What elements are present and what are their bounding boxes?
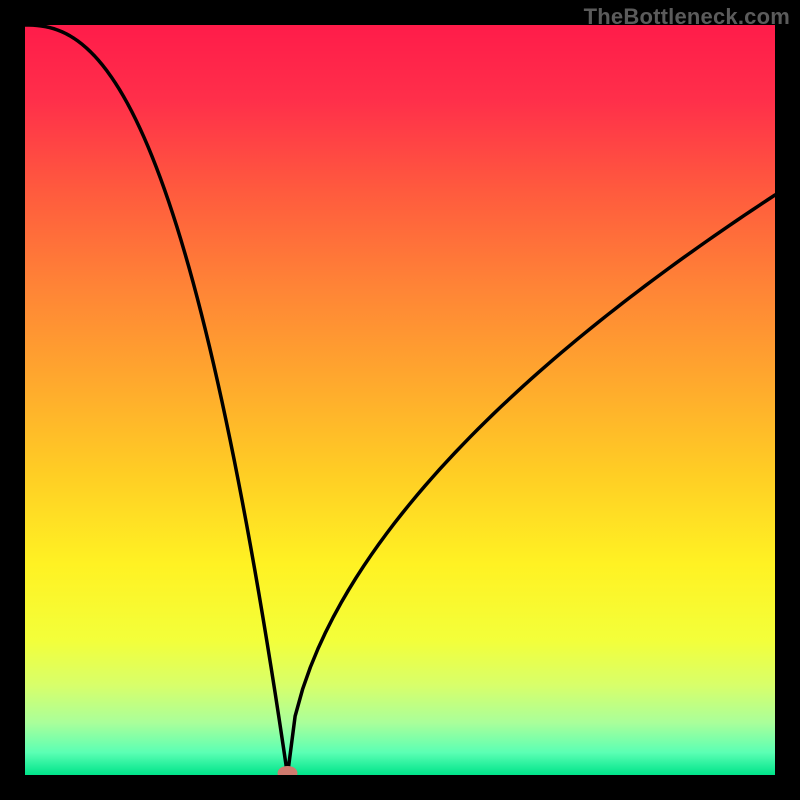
watermark-text: TheBottleneck.com [584, 4, 790, 30]
gradient-background [25, 25, 775, 775]
plot-area [25, 25, 775, 775]
chart-frame: TheBottleneck.com [0, 0, 800, 800]
bottleneck-chart-svg [25, 25, 775, 775]
